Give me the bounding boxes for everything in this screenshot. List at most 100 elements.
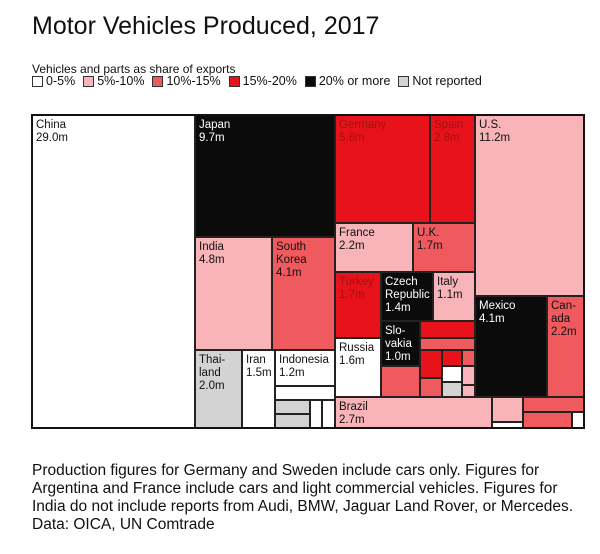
treemap-cell: Can-ada 2.2m bbox=[547, 296, 585, 397]
legend-label: 5%-10% bbox=[97, 74, 145, 88]
chart-title: Motor Vehicles Produced, 2017 bbox=[32, 12, 380, 40]
cell-value: 9.7m bbox=[199, 132, 225, 144]
treemap-cell-small bbox=[381, 366, 420, 397]
cell-value: 29.0m bbox=[36, 132, 68, 144]
legend-item: 10%-15% bbox=[152, 74, 221, 88]
treemap-cell-small bbox=[442, 382, 462, 397]
treemap-cell-small bbox=[492, 397, 523, 422]
cell-label: France bbox=[339, 227, 375, 239]
treemap-cell: Mexico 4.1m bbox=[475, 296, 547, 397]
cell-value: 2.8m bbox=[434, 132, 460, 144]
cell-label: Germany bbox=[339, 119, 387, 131]
legend-swatch bbox=[83, 75, 95, 87]
treemap-cell: Brazil 2.7m bbox=[335, 397, 492, 428]
legend-swatch bbox=[152, 75, 164, 87]
legend-item: 5%-10% bbox=[83, 74, 144, 88]
treemap-cell-small bbox=[275, 386, 335, 400]
legend-label: 15%-20% bbox=[242, 74, 297, 88]
legend-label: 10%-15% bbox=[166, 74, 221, 88]
cell-value: 1.7m bbox=[417, 240, 443, 252]
cell-value: 1.2m bbox=[279, 367, 305, 379]
cell-value: 1.4m bbox=[385, 302, 411, 314]
treemap-cell: Russia 1.6m bbox=[335, 338, 381, 397]
cell-label: Russia bbox=[339, 342, 375, 354]
cell-label: Italy bbox=[437, 276, 459, 288]
legend-title: Vehicles and parts as share of exports bbox=[32, 62, 236, 76]
treemap-cell-small bbox=[275, 414, 310, 428]
treemap-cell: U.S. 11.2m bbox=[475, 115, 585, 296]
cell-value: 4.1m bbox=[276, 267, 302, 279]
treemap-cell-small bbox=[275, 400, 310, 414]
cell-label: Slo-vakia bbox=[385, 325, 412, 350]
treemap-cell: China 29.0m bbox=[32, 115, 195, 428]
cell-label: China bbox=[36, 119, 67, 131]
cell-label: Thai-land bbox=[199, 354, 226, 379]
cell-value: 11.2m bbox=[479, 132, 511, 144]
treemap-cell: U.K. 1.7m bbox=[413, 223, 475, 272]
treemap-cell-small bbox=[322, 400, 335, 428]
legend-item: Not reported bbox=[398, 74, 482, 88]
legend-swatch bbox=[304, 75, 316, 87]
treemap-cell: India 4.8m bbox=[195, 237, 272, 350]
cell-value: 1.7m bbox=[339, 289, 365, 301]
cell-value: 5.6m bbox=[339, 132, 365, 144]
treemap-cell: Japan 9.7m bbox=[195, 115, 335, 237]
cell-label: Turkey bbox=[339, 276, 374, 288]
cell-label: India bbox=[199, 241, 224, 253]
cell-value: 2.0m bbox=[199, 380, 225, 392]
treemap-cell: Indonesia 1.2m bbox=[275, 350, 335, 386]
treemap-cell-small bbox=[420, 350, 442, 378]
treemap-cell: Germany 5.6m bbox=[335, 115, 430, 223]
treemap-cell-small bbox=[462, 366, 475, 385]
treemap-cell-small bbox=[420, 338, 475, 350]
treemap-cell-small bbox=[523, 412, 572, 428]
treemap-cell-small bbox=[462, 350, 475, 366]
treemap-cell: Spain 2.8m bbox=[430, 115, 475, 223]
legend-item: 0-5% bbox=[32, 74, 75, 88]
cell-label: U.S. bbox=[479, 119, 502, 131]
legend-item: 20% or more bbox=[304, 74, 391, 88]
treemap-cell-small bbox=[310, 400, 322, 428]
cell-value: 1.0m bbox=[385, 351, 411, 363]
cell-label: South Korea bbox=[276, 241, 307, 266]
treemap-cell: Slo-vakia 1.0m bbox=[381, 321, 420, 366]
treemap-cell: Thai-land 2.0m bbox=[195, 350, 242, 428]
legend-label: Not reported bbox=[412, 74, 482, 88]
footnote: Production figures for Germany and Swede… bbox=[32, 462, 574, 533]
treemap-cell-small bbox=[462, 385, 475, 397]
cell-label: Japan bbox=[199, 119, 231, 131]
treemap-cell-small bbox=[523, 397, 585, 412]
legend-label: 0-5% bbox=[46, 74, 76, 88]
cell-label: U.K. bbox=[417, 227, 440, 239]
cell-label: Can-ada bbox=[551, 300, 576, 325]
cell-value: 2.2m bbox=[339, 240, 365, 252]
treemap-cell: Italy 1.1m bbox=[433, 272, 475, 321]
treemap-cell: Turkey 1.7m bbox=[335, 272, 381, 338]
legend-swatch bbox=[32, 75, 43, 87]
cell-label: Czech ​Republic bbox=[385, 276, 430, 301]
cell-value: 1.6m bbox=[339, 355, 365, 367]
treemap-cell-small bbox=[420, 378, 442, 397]
legend: 0-5% 5%-10% 10%-15% 15%-20% 20% or more Not r… bbox=[32, 74, 482, 88]
legend-label: 20% or more bbox=[318, 74, 391, 88]
treemap-cell-small bbox=[420, 321, 475, 338]
cell-value: 2.2m bbox=[551, 326, 577, 338]
treemap-cell-small bbox=[442, 350, 462, 366]
cell-value: 4.8m bbox=[199, 254, 225, 266]
treemap-cell: Czech ​Republic 1.4m bbox=[381, 272, 433, 321]
treemap-cell: France 2.2m bbox=[335, 223, 413, 272]
cell-value: 1.5m bbox=[246, 367, 272, 379]
treemap-cell: South Korea 4.1m bbox=[272, 237, 335, 350]
cell-label: Spain bbox=[434, 119, 464, 131]
treemap-cell-small bbox=[492, 422, 523, 428]
legend-swatch bbox=[398, 75, 410, 87]
legend-item: 15%-20% bbox=[228, 74, 297, 88]
legend-swatch bbox=[228, 75, 240, 87]
treemap-cell-small bbox=[572, 412, 585, 428]
treemap-cell-small bbox=[442, 366, 462, 382]
treemap-cell: Iran 1.5m bbox=[242, 350, 275, 428]
cell-label: Indonesia bbox=[279, 354, 329, 366]
cell-label: Iran bbox=[246, 354, 266, 366]
cell-label: Mexico bbox=[479, 300, 516, 312]
cell-label: Brazil bbox=[339, 401, 368, 413]
